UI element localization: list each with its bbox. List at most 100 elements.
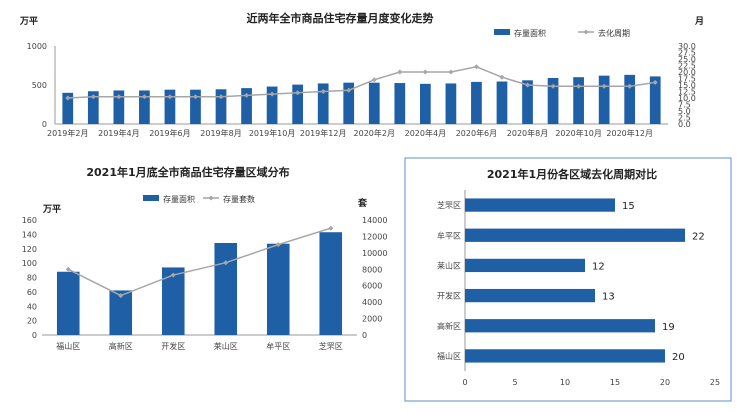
chart1-line-point xyxy=(116,94,122,100)
chart1-y2-tick: 10.0 xyxy=(678,94,696,103)
chart1-y2-tick: 17.5 xyxy=(678,75,696,84)
chart1-y2-tick: 7.5 xyxy=(678,101,691,110)
chart1-line-point xyxy=(422,69,428,75)
chart1-line-point xyxy=(576,83,582,89)
chart2-y-tick: 0 xyxy=(32,331,37,340)
chart3-x-tick: 10 xyxy=(560,378,570,387)
chart1-bar xyxy=(62,92,74,124)
chart1-line-point xyxy=(167,94,173,100)
chart3-y-tick: 高新区 xyxy=(437,321,461,331)
chart3-x-tick: 20 xyxy=(660,378,670,387)
chart2-y-tick: 120 xyxy=(22,245,37,254)
chart1-legend-line-marker xyxy=(583,29,589,35)
chart1-y2-tick: 20.0 xyxy=(678,68,696,77)
chart2-line-point xyxy=(65,266,71,272)
chart2-units-line xyxy=(67,227,331,297)
chart1-x-tick: 2020年8月 xyxy=(507,128,548,138)
chart1-line-point xyxy=(499,74,505,80)
chart2-legend: 存量面积 存量套数 xyxy=(143,194,255,204)
chart1-axes: 0 500 1000 0.02.55.07.510.012.515.017.520.0… xyxy=(27,42,696,129)
chart1-y2-tick: 5.0 xyxy=(678,107,691,116)
chart2-bars xyxy=(56,232,343,335)
chart1-line-point xyxy=(295,90,301,96)
chart1-line-point xyxy=(65,95,71,101)
chart2-bar xyxy=(161,267,185,335)
chart2-line-point xyxy=(275,242,281,248)
chart1-bar xyxy=(241,88,252,124)
chart2-x-tick: 牟平区 xyxy=(266,341,290,351)
chart3-y-tick: 芝罘区 xyxy=(437,200,461,210)
chart1-bar xyxy=(368,82,380,124)
chart3-x-tick: 25 xyxy=(710,378,720,387)
chart1-line xyxy=(65,64,658,101)
chart2-y2-tick: 2000 xyxy=(362,315,382,324)
chart2-bar xyxy=(266,243,290,335)
chart1-bar xyxy=(624,74,636,124)
chart1-bar xyxy=(394,83,406,124)
chart2-y-tick: 160 xyxy=(22,216,37,225)
chart1-bar xyxy=(419,83,431,124)
chart2-line-point xyxy=(328,225,334,231)
chart1-x-tick: 2019年10月 xyxy=(249,128,296,138)
chart1-bar xyxy=(445,83,457,124)
chart1-bar xyxy=(292,84,304,124)
chart1-line-point xyxy=(141,94,147,100)
chart1-bar xyxy=(139,90,150,124)
chart1-legend-line-label: 去化周期 xyxy=(598,28,630,38)
chart1-x-tick: 2019年6月 xyxy=(149,128,190,138)
chart1-bar xyxy=(343,82,355,124)
chart2-y2-tick: 10000 xyxy=(362,249,387,258)
chart1-line-point xyxy=(627,83,633,89)
chart3-data-label: 22 xyxy=(692,231,705,242)
chart1-y2-tick: 2.5 xyxy=(678,114,691,123)
chart1-x-tick: 2020年12月 xyxy=(606,128,653,138)
chart1-cycle-line xyxy=(67,66,656,99)
chart3-bar xyxy=(465,349,665,363)
chart3-x-tick: 5 xyxy=(512,378,517,387)
chart2-legend-bar-swatch xyxy=(143,195,159,201)
district-stock-chart: 2021年1月底全市商品住宅存量区域分布 万平 套 存量面积 存量套数 0 20 4… xyxy=(22,165,388,351)
chart1-legend-bar-swatch xyxy=(494,29,510,35)
chart1-line-point xyxy=(473,64,479,70)
chart2-x-tick: 开发区 xyxy=(161,341,185,351)
chart1-legend-bar-label: 存量面积 xyxy=(514,28,546,38)
chart1-x-tick: 2019年2月 xyxy=(47,128,88,138)
monthly-trend-chart: 近两年全市商品住宅存量月度变化走势 万平 月 存量面积 去化周期 0 500 100… xyxy=(19,11,704,138)
chart2-legend-line-label: 存量套数 xyxy=(223,194,255,204)
chart3-data-label: 15 xyxy=(622,201,635,212)
chart2-bar xyxy=(319,232,343,335)
chart2-bar xyxy=(56,271,80,335)
chart3-bar xyxy=(465,198,615,212)
chart1-line-point xyxy=(371,77,377,83)
chart2-x-tick: 福山区 xyxy=(56,341,80,351)
chart1-bar xyxy=(87,91,99,124)
chart3-x-tick: 0 xyxy=(462,378,467,387)
chart2-y-tick: 40 xyxy=(27,302,37,311)
chart2-line xyxy=(65,225,334,299)
chart2-bar xyxy=(109,290,133,335)
chart1-bar xyxy=(190,89,201,124)
chart2-y2-tick: 6000 xyxy=(362,282,382,291)
chart3-y-tick: 福山区 xyxy=(437,351,461,361)
chart1-line-point xyxy=(652,79,658,85)
chart2-x-tick: 芝罘区 xyxy=(319,341,343,351)
chart3-data-label: 20 xyxy=(672,352,685,363)
chart1-y2-tick: 27.5 xyxy=(678,49,696,58)
chart1-y-tick: 1000 xyxy=(27,42,47,51)
chart1-y2-tick: 25.0 xyxy=(678,55,696,64)
chart3-bar xyxy=(465,319,655,333)
chart1-bar xyxy=(317,83,329,124)
chart1-x-tick: 2019年4月 xyxy=(98,128,139,138)
chart2-y-tick: 20 xyxy=(27,317,37,326)
chart3-title: 2021年1月份各区域去化周期对比 xyxy=(487,167,657,181)
chart1-bar xyxy=(598,75,610,124)
chart1-bar xyxy=(164,89,176,124)
district-cycle-chart: 2021年1月份各区域去化周期对比 0 5 10 15 20 25 芝罘区牟平区莱山区开发区… xyxy=(404,157,732,402)
chart2-x-tick: 莱山区 xyxy=(214,341,238,351)
chart2-line-point xyxy=(223,260,229,266)
chart1-x-tick: 2020年10月 xyxy=(555,128,602,138)
chart1-y2-tick: 22.5 xyxy=(678,62,696,71)
chart2-y-tick: 140 xyxy=(22,230,37,239)
chart1-x-tick: 2020年2月 xyxy=(354,128,395,138)
